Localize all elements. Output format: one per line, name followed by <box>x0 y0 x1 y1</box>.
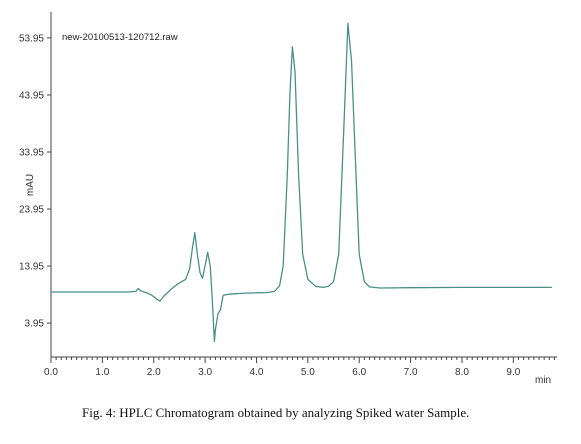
x-tick-label: 3.0 <box>198 367 212 378</box>
y-tick-label: 53.95 <box>19 33 44 44</box>
y-tick-label: 33.95 <box>19 147 44 158</box>
x-tick-label: 7.0 <box>404 367 418 378</box>
x-tick-label: 5.0 <box>301 367 315 378</box>
x-tick-label: 0.0 <box>44 367 58 378</box>
x-tick-label: 4.0 <box>250 367 264 378</box>
y-axis: 3.95 13.95 23.95 33.95 43.95 53.95 <box>19 12 52 357</box>
x-axis: 0.0 1.0 2.0 3.0 4.0 5.0 6.0 7.0 8.0 9.0 <box>44 356 557 378</box>
x-tick-label: 6.0 <box>352 367 366 378</box>
x-axis-label: min <box>535 375 551 386</box>
y-tick-label: 13.95 <box>19 262 44 273</box>
y-tick-label: 3.95 <box>25 319 45 330</box>
y-tick-label: 23.95 <box>19 205 44 216</box>
figure-caption: Fig. 4: HPLC Chromatogram obtained by an… <box>82 405 470 420</box>
run-name: new-20100513-120712.raw <box>62 32 178 43</box>
y-axis-label: mAU <box>25 174 36 196</box>
chromatogram-trace <box>51 22 552 343</box>
x-tick-label: 9.0 <box>506 367 520 378</box>
x-tick-label: 2.0 <box>147 367 161 378</box>
chromatogram-chart: 3.95 13.95 23.95 33.95 43.95 53.95 0.0 1.0 2.0 3… <box>19 12 557 386</box>
x-tick-label: 8.0 <box>455 367 469 378</box>
y-tick-label: 43.95 <box>19 90 44 101</box>
x-tick-label: 1.0 <box>95 367 109 378</box>
